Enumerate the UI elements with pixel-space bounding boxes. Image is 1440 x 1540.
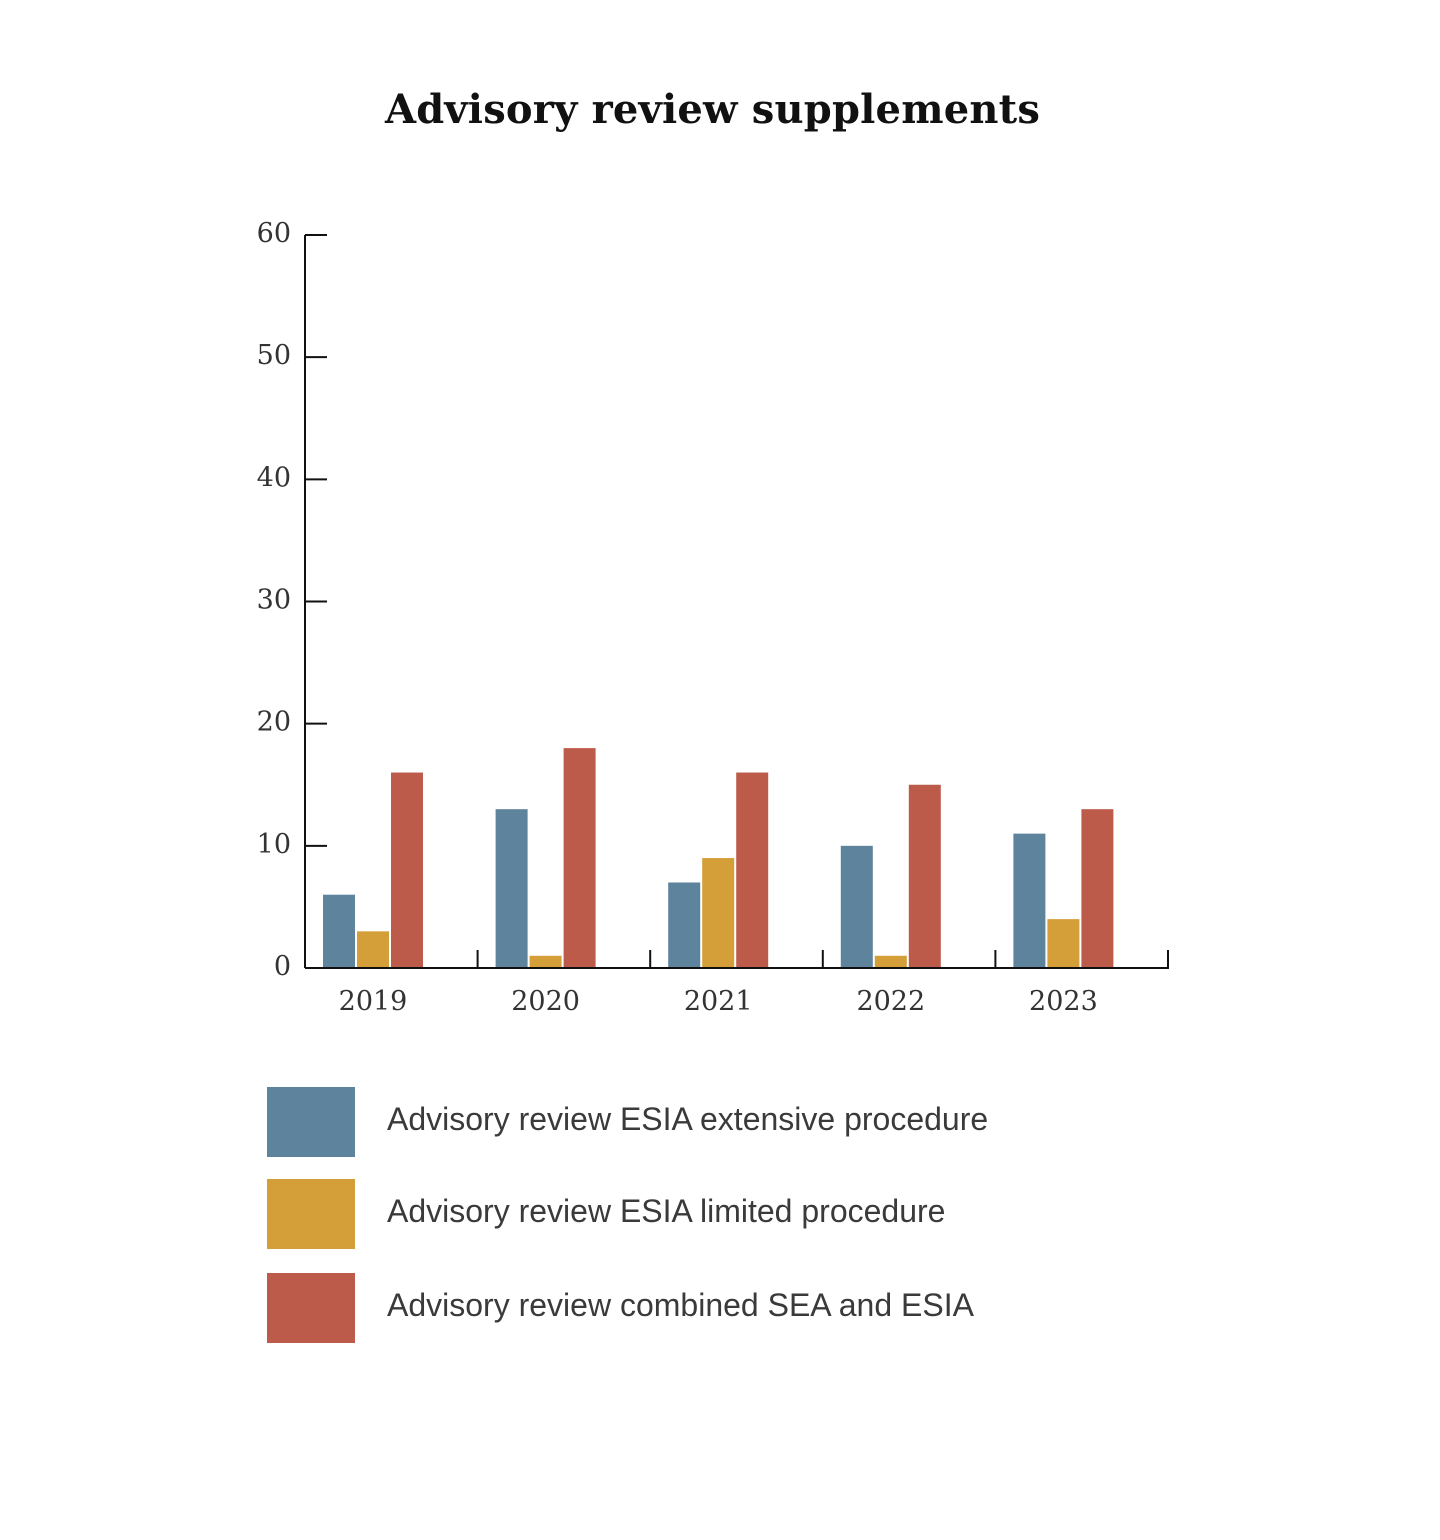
y-tick-label-0: 0 <box>274 951 291 982</box>
bar-2022-series-0 <box>840 845 873 968</box>
bar-2023-series-0 <box>1013 833 1046 968</box>
legend-swatch-limited <box>267 1179 355 1249</box>
legend-label-limited: Advisory review ESIA limited procedure <box>387 1193 946 1229</box>
x-tick-label-2022: 2022 <box>856 986 925 1017</box>
legend-item-extensive: Advisory review ESIA extensive procedure <box>267 1087 1167 1157</box>
x-tick-label-2020: 2020 <box>511 986 580 1017</box>
bar-2021-series-1 <box>702 858 735 968</box>
bar-2021-series-0 <box>668 882 701 968</box>
legend-swatch-extensive <box>267 1087 355 1157</box>
y-tick-label-50: 50 <box>257 340 291 371</box>
bar-2023-series-1 <box>1047 919 1080 968</box>
bar-2020-series-0 <box>495 809 528 968</box>
y-tick-label-30: 30 <box>257 585 291 616</box>
x-tick-label-2021: 2021 <box>684 986 753 1017</box>
legend-swatch-combined <box>267 1273 355 1343</box>
bar-2019-series-1 <box>357 931 389 968</box>
y-tick-label-10: 10 <box>257 829 291 860</box>
bar-2022-series-2 <box>908 784 941 968</box>
bar-2022-series-1 <box>874 955 907 968</box>
bar-2019-series-2 <box>391 772 423 968</box>
bar-2020-series-1 <box>529 955 562 968</box>
legend-label-extensive: Advisory review ESIA extensive procedure <box>387 1101 989 1137</box>
x-tick-label-2023: 2023 <box>1029 986 1098 1017</box>
bar-2020-series-2 <box>563 748 596 968</box>
bar-2021-series-2 <box>736 772 769 968</box>
bar-2023-series-2 <box>1081 809 1114 968</box>
chart-title: Advisory review supplements <box>384 86 1041 133</box>
legend-item-limited: Advisory review ESIA limited procedure <box>267 1179 1167 1249</box>
y-tick-label-60: 60 <box>257 218 291 249</box>
legend-label-combined: Advisory review combined SEA and ESIA <box>387 1287 974 1323</box>
legend-item-combined: Advisory review combined SEA and ESIA <box>267 1273 1167 1343</box>
y-tick-label-40: 40 <box>257 462 291 493</box>
y-tick-label-20: 20 <box>257 707 291 738</box>
x-tick-label-2019: 2019 <box>339 986 408 1017</box>
bar-chart: 0 10 20 30 40 50 60 2019 2020 2021 2022 2023 <box>257 218 1169 1017</box>
bar-2019-series-0 <box>323 894 355 968</box>
